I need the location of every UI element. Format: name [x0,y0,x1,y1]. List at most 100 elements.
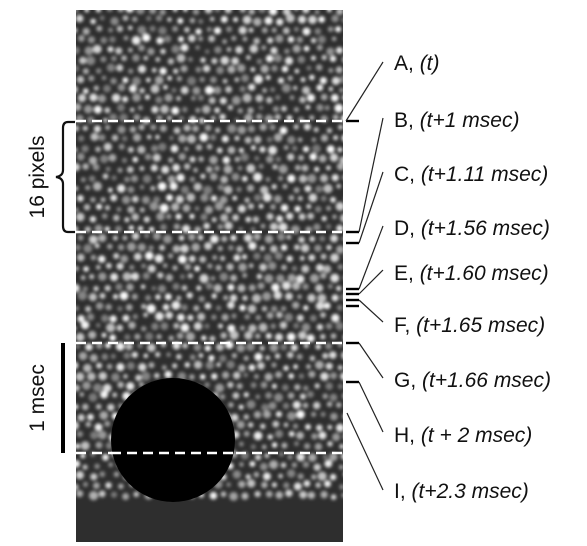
cone-dot [280,305,287,312]
cone-dot [200,213,208,221]
cone-dot [223,185,233,195]
cone-dot [255,454,262,461]
cone-dot [198,295,205,303]
cone-dot [297,196,303,201]
cone-dot [134,333,141,340]
cone-dot [77,315,85,323]
cone-dot [309,314,317,322]
cone-dot [100,390,109,399]
cone-dot [317,35,326,44]
cone-dot [98,430,107,440]
cone-dot [137,145,146,154]
cone-dot [116,363,125,372]
cone-dot [296,353,303,360]
cone-dot [269,222,279,231]
cone-dot [167,75,173,81]
cone-dot [323,302,331,310]
cone-dot [253,74,263,84]
cone-dot [122,272,132,281]
cone-dot [330,196,336,203]
cone-dot [83,363,92,373]
cone-dot [77,93,87,103]
cone-dot [146,134,152,140]
cone-dot [111,55,117,62]
cone-dot [339,156,343,165]
cone-dot [126,361,135,370]
cone-dot [226,360,235,369]
cone-dot [319,77,327,85]
cone-dot [335,321,343,331]
cone-dot [219,195,228,204]
cone-dot [265,355,271,361]
cone-dot [76,404,79,410]
cone-dot [168,253,174,259]
cone-dot [117,125,126,134]
cone-dot [131,35,141,45]
cone-dot [148,245,154,251]
cone-dot [308,15,317,24]
cone-dot [138,44,145,52]
cone-dot [326,10,332,13]
cone-dot [168,157,174,163]
cone-dot [106,363,113,370]
cone-dot [144,94,150,100]
cone-dot [278,473,283,479]
cone-dot [262,472,271,481]
cone-dot [112,294,119,300]
cone-dot [129,84,137,93]
cone-dot [227,324,236,333]
cone-dot [224,206,232,214]
cone-dot [281,65,289,73]
cone-dot [98,371,108,381]
cone-dot [143,55,149,61]
cone-dot [319,235,326,242]
cone-dot [209,172,218,181]
cone-dot [293,85,298,91]
cone-dot [303,343,309,349]
cone-dot [243,392,249,398]
cone-dot [146,77,151,83]
cone-dot [266,136,273,143]
cone-dot [76,490,84,498]
cone-dot [103,142,113,152]
cone-dot [116,64,124,72]
cone-dot [250,67,256,72]
cone-dot [336,162,343,171]
cone-dot [213,86,222,95]
cone-dot [158,284,166,293]
cone-dot [127,146,134,153]
cone-dot [215,383,225,393]
cone-dot [76,421,79,430]
cone-dot [219,113,226,121]
cone-dot [282,402,290,410]
cone-dot [124,334,131,341]
cone-dot [314,443,323,451]
cone-dot [184,362,190,368]
cone-dot [76,343,81,350]
cone-dot [297,294,302,300]
cone-dot [248,10,256,15]
cone-dot [316,323,324,331]
cone-dot [205,361,214,370]
cone-dot [152,232,161,241]
cone-dot [234,135,240,141]
cone-dot [353,492,362,501]
cone-dot [182,204,191,213]
cone-dot [132,133,142,142]
cone-dot [155,351,161,358]
cone-dot [190,95,196,101]
cone-dot [224,10,232,14]
cone-dot [274,114,281,121]
cone-dot [284,56,294,65]
cone-dot [111,93,121,103]
cone-dot [201,335,207,341]
cone-dot [231,353,237,359]
cone-dot [128,225,134,231]
cone-dot [203,222,210,230]
cone-dot [324,105,330,111]
scale-bar-label: 1 msec [26,364,49,432]
cone-dot [232,371,241,380]
cone-dot [147,47,155,56]
cone-dot [220,255,226,261]
cone-dot [335,46,343,54]
